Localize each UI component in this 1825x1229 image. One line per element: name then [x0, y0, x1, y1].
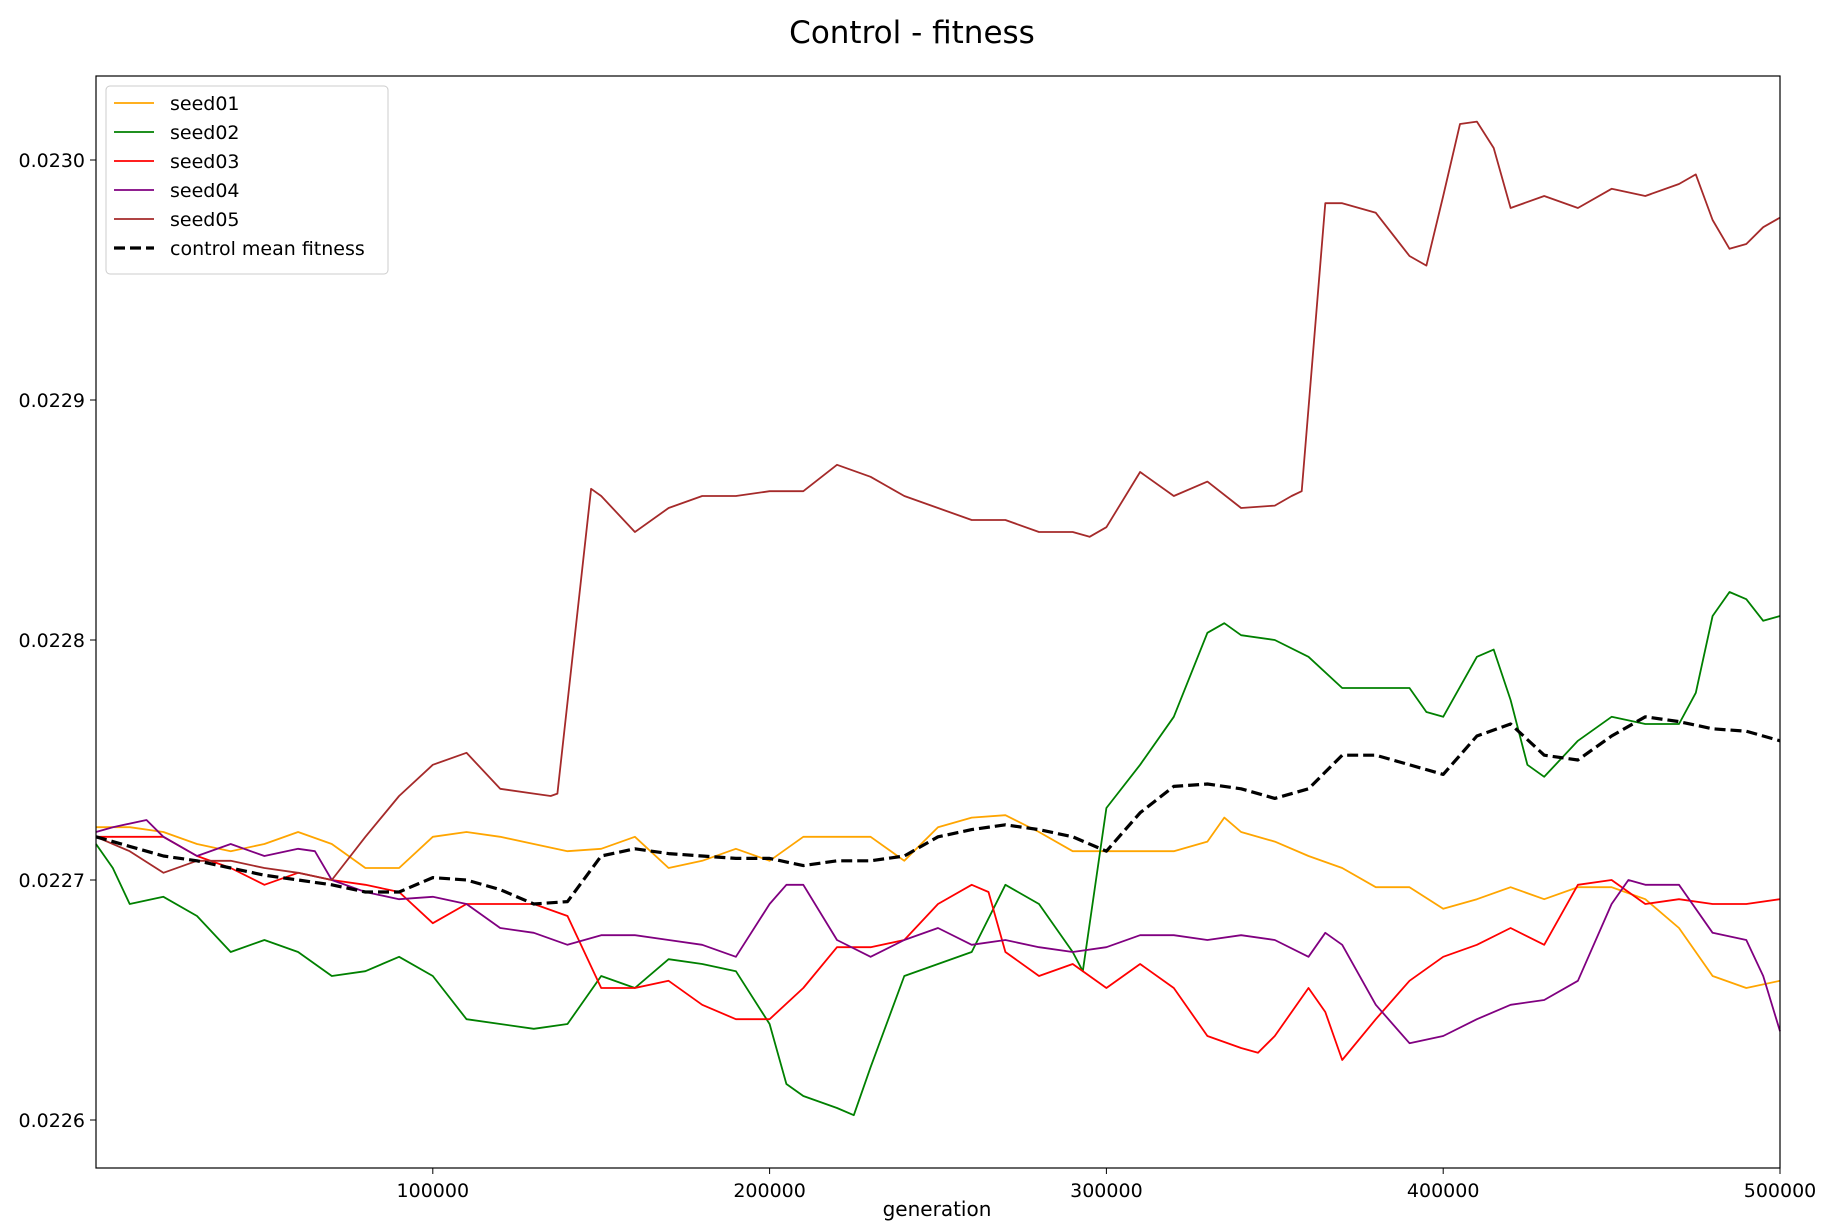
series-layer: [95, 120, 1781, 1117]
y-tick-label: 0.0226: [19, 1110, 85, 1132]
x-tick-label: 100000: [397, 1180, 470, 1202]
x-tick-label: 500000: [1744, 1180, 1817, 1202]
series-line-5: [95, 120, 1781, 881]
series-line-2: [95, 591, 1781, 1117]
legend-label: seed04: [170, 180, 240, 202]
y-tick-label: 0.0227: [19, 870, 85, 892]
legend-label: control mean fitness: [170, 238, 365, 260]
chart-title: Control - fitness: [789, 15, 1035, 51]
y-tick-label: 0.0229: [19, 390, 85, 412]
series-line-3: [96, 835, 1781, 1061]
x-axis: 100000 200000 300000 400000 500000: [397, 1168, 1817, 1202]
plot-area-frame: [95, 75, 1781, 1169]
x-tick-label: 300000: [1070, 1180, 1143, 1202]
x-tick-label: 400000: [1407, 1180, 1480, 1202]
y-tick-label: 0.0230: [19, 150, 85, 172]
x-tick-label: 200000: [733, 1180, 806, 1202]
series-line-6: [95, 715, 1781, 906]
y-axis: 0.0226 0.0227 0.0228 0.0229 0.0230: [19, 150, 96, 1132]
x-axis-label: generation: [883, 1197, 992, 1221]
legend-label: seed03: [170, 151, 240, 173]
legend: seed01 seed02 seed03 seed04 seed05 control me…: [105, 85, 389, 275]
legend-label: seed05: [170, 209, 240, 231]
series-line-4: [95, 819, 1781, 1045]
legend-label: seed02: [170, 122, 240, 144]
series-line-1: [96, 814, 1781, 989]
legend-box: [105, 85, 389, 275]
y-tick-label: 0.0228: [19, 630, 85, 652]
legend-label: seed01: [170, 93, 240, 115]
